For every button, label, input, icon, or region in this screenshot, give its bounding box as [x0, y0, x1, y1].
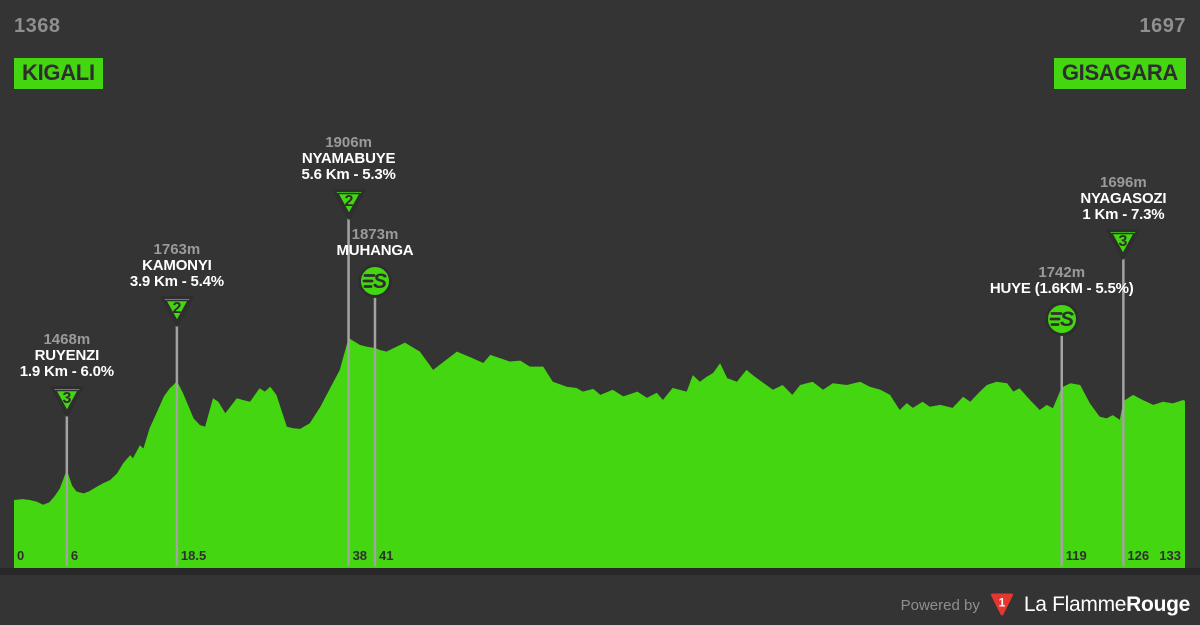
- x-tick-133: 133: [1159, 548, 1181, 563]
- brand-light-text: La Flamme: [1023, 593, 1127, 616]
- kom-category-2-icon: 2: [158, 294, 196, 328]
- elevation-area: [14, 338, 1185, 568]
- marker-elevation: 1742m: [1038, 264, 1086, 281]
- svg-text:S: S: [1060, 308, 1074, 331]
- baseline-shade: [0, 568, 1200, 575]
- end-town-chip: GISAGARA: [1053, 58, 1186, 89]
- x-tick-119: 119: [1065, 548, 1087, 563]
- climb-marker-nyamabuye: 1906m NYAMABUYE 5.6 Km - 5.3% 2: [239, 135, 459, 221]
- powered-by-text: Powered by: [900, 596, 980, 614]
- marker-name: KAMONYI: [142, 257, 212, 274]
- start-town-chip: KIGALI: [14, 58, 103, 89]
- marker-detail: 1 Km - 7.3%: [1082, 206, 1165, 223]
- svg-text:2: 2: [344, 193, 353, 210]
- x-tick-18-5: 18.5: [180, 548, 207, 563]
- sprint-marker-huye-1-6km-5-5: 1742m HUYE (1.6KM - 5.5%) S: [952, 265, 1172, 337]
- svg-text:2: 2: [172, 300, 181, 317]
- marker-elevation: 1696m: [1100, 174, 1147, 191]
- footer-credit: Powered by 1 La FlammeRouge: [900, 593, 1191, 617]
- laflammerouge-logo-icon: 1: [989, 593, 1015, 617]
- marker-elevation: 1468m: [43, 331, 91, 348]
- x-tick-6: 6: [70, 548, 79, 563]
- marker-elevation: 1763m: [153, 241, 201, 258]
- route-end: 1697 GISAGARA: [1053, 14, 1186, 89]
- sprint-marker-muhanga: 1873m MUHANGA S: [265, 227, 485, 299]
- marker-name: NYAGASOZI: [1080, 190, 1167, 207]
- kom-category-2-icon: 2: [330, 187, 368, 221]
- svg-text:3: 3: [62, 390, 71, 407]
- svg-text:1: 1: [998, 596, 1005, 610]
- brand-bold-text: Rouge: [1126, 593, 1190, 616]
- start-elevation: 1368: [14, 15, 61, 37]
- marker-name: MUHANGA: [336, 242, 414, 259]
- marker-detail: 3.9 Km - 5.4%: [129, 273, 224, 290]
- marker-elevation: 1906m: [325, 134, 372, 151]
- marker-name: RUYENZI: [34, 347, 100, 364]
- x-tick-38: 38: [352, 548, 368, 563]
- x-tick-41: 41: [378, 548, 394, 563]
- marker-name: HUYE (1.6KM - 5.5%): [989, 280, 1134, 297]
- sprint-icon: S: [1044, 301, 1080, 337]
- kom-category-3-icon: 3: [1104, 227, 1142, 261]
- marker-elevation: 1873m: [351, 226, 399, 243]
- end-elevation: 1697: [1139, 15, 1186, 37]
- climb-marker-nyagasozi: 1696m NYAGASOZI 1 Km - 7.3% 3: [1013, 175, 1200, 261]
- svg-text:3: 3: [1119, 233, 1128, 250]
- x-tick-126: 126: [1127, 548, 1150, 563]
- marker-detail: 5.6 Km - 5.3%: [301, 166, 396, 183]
- climb-marker-kamonyi: 1763m KAMONYI 3.9 Km - 5.4% 2: [67, 242, 287, 328]
- brand-name: La FlammeRouge: [1024, 593, 1190, 617]
- marker-name: NYAMABUYE: [301, 150, 396, 167]
- marker-detail: 1.9 Km - 6.0%: [19, 363, 114, 380]
- x-tick-0: 0: [17, 548, 25, 563]
- sprint-icon: S: [357, 263, 393, 299]
- kom-category-3-icon: 3: [48, 384, 86, 418]
- climb-marker-ruyenzi: 1468m RUYENZI 1.9 Km - 6.0% 3: [0, 332, 177, 418]
- route-start: 1368 KIGALI: [14, 14, 103, 89]
- svg-text:S: S: [373, 270, 387, 293]
